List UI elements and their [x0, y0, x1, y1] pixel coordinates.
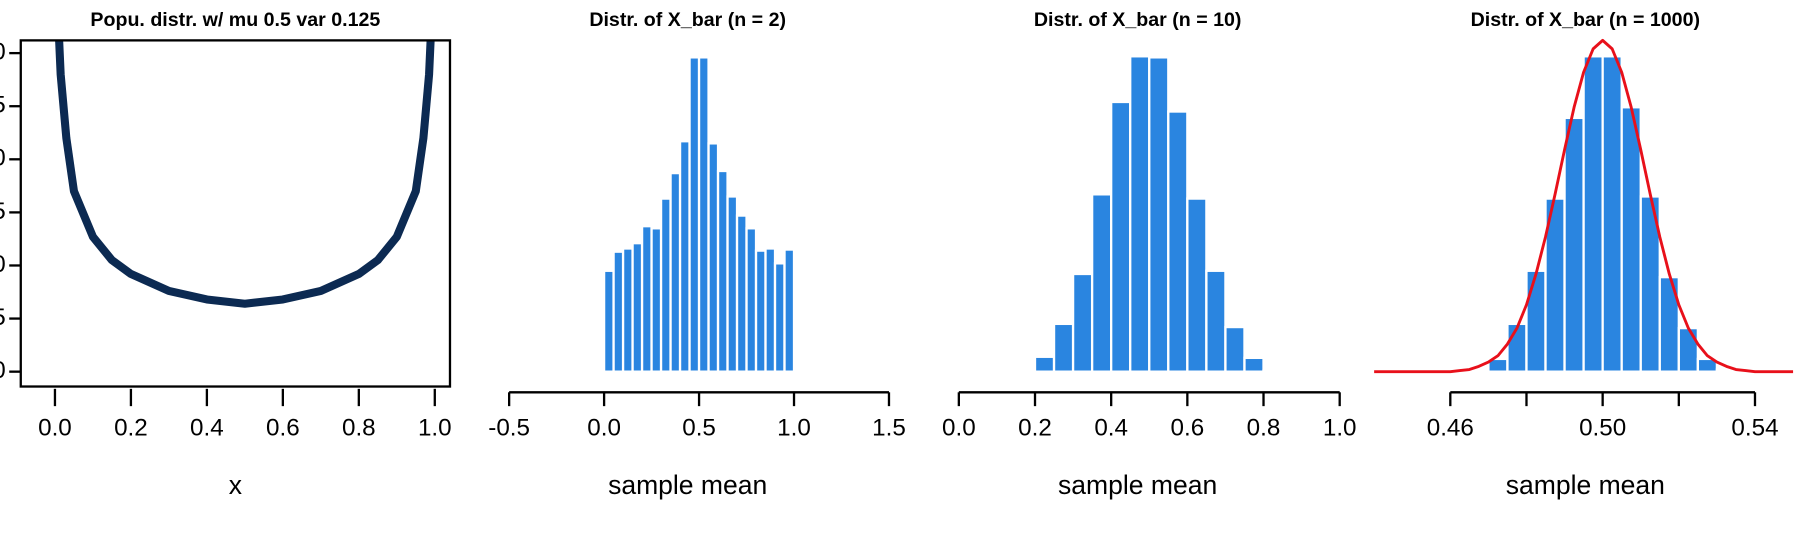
- line: [1374, 38, 1794, 374]
- bar: [1243, 356, 1265, 373]
- x-axis-label: sample mean: [1058, 470, 1217, 500]
- x-tick-label: 0.54: [1731, 415, 1778, 442]
- bar: [754, 249, 767, 373]
- bar: [1563, 116, 1585, 373]
- y-tick-label: 0.5: [0, 304, 6, 331]
- x-tick-label: 0.4: [190, 415, 224, 442]
- panel-title: Distr. of X_bar (n = 2): [589, 9, 786, 31]
- bar: [1052, 322, 1075, 373]
- bar: [745, 227, 758, 373]
- y-tick-label: 2.5: [0, 92, 6, 119]
- x-tick-label: 0.0: [942, 415, 976, 442]
- bar: [1129, 55, 1151, 373]
- bar: [1696, 357, 1719, 373]
- bar: [669, 171, 682, 373]
- x-tick-label: 0.0: [38, 415, 72, 442]
- bar: [1677, 326, 1700, 373]
- panels: Popu. distr. w/ mu 0.5 var 0.125 x 0.0 0.2 0…: [0, 9, 1794, 500]
- bar: [678, 140, 691, 373]
- bar: [1601, 55, 1623, 373]
- x-tick-label: 0.8: [1247, 415, 1281, 442]
- x-tick-label: 0.6: [1171, 415, 1205, 442]
- y-tick-label: 0.0: [0, 357, 6, 384]
- bar: [1071, 272, 1094, 373]
- bar: [773, 262, 786, 373]
- bar: [1090, 193, 1113, 373]
- y-tick-label: 1.0: [0, 251, 6, 278]
- plot-frame: [19, 39, 452, 388]
- bar: [1506, 322, 1528, 373]
- x-tick-label: 1.5: [872, 415, 906, 442]
- bar: [1033, 355, 1056, 373]
- y-tick-label: 2.0: [0, 145, 6, 172]
- x-tick-label: 1.0: [777, 415, 811, 442]
- bar: [764, 247, 777, 373]
- bar: [1262, 369, 1284, 373]
- bar: [1110, 100, 1132, 373]
- bar: [1620, 106, 1642, 373]
- x-tick-label: -0.5: [488, 415, 530, 442]
- x-axis-label: x: [229, 470, 242, 500]
- bar: [1186, 197, 1208, 373]
- bar: [650, 227, 663, 373]
- panel-title: Popu. distr. w/ mu 0.5 var 0.125: [90, 9, 380, 31]
- bar: [1582, 55, 1604, 373]
- y-tick-label: 1.5: [0, 198, 6, 225]
- bar: [1014, 369, 1037, 373]
- x-tick-label: 0.8: [342, 415, 376, 442]
- x-tick-label: 0.2: [114, 415, 148, 442]
- bar: [783, 248, 796, 373]
- bar: [1525, 269, 1547, 373]
- bar: [631, 242, 644, 373]
- bar: [1224, 325, 1246, 373]
- bar: [640, 225, 653, 373]
- x-tick-label: 0.2: [1018, 415, 1052, 442]
- bar: [697, 56, 710, 373]
- line: [55, 40, 435, 308]
- bar: [726, 195, 739, 373]
- bar: [1148, 56, 1170, 373]
- bar: [707, 142, 720, 373]
- bar: [1205, 269, 1227, 373]
- bar: [602, 269, 615, 373]
- x-tick-label: 0.4: [1094, 415, 1128, 442]
- x-axis-label: sample mean: [1506, 470, 1665, 500]
- bar: [659, 197, 672, 373]
- panel-title: Distr. of X_bar (n = 1000): [1471, 9, 1700, 31]
- bar: [621, 247, 634, 373]
- x-tick-label: 0.46: [1427, 415, 1474, 442]
- bar: [612, 250, 625, 373]
- bar: [735, 214, 748, 373]
- x-tick-label: 0.6: [266, 415, 300, 442]
- x-tick-label: 0.50: [1579, 415, 1626, 442]
- x-tick-label: 1.0: [1323, 415, 1357, 442]
- y-tick-label: 3.0: [0, 39, 6, 66]
- x-tick-label: 0.0: [587, 415, 621, 442]
- bar: [1167, 110, 1189, 373]
- x-axis-label: sample mean: [608, 470, 767, 500]
- panel-title: Distr. of X_bar (n = 10): [1034, 9, 1242, 31]
- x-tick-label: 1.0: [418, 415, 452, 442]
- x-tick-label: 0.5: [682, 415, 716, 442]
- bar: [716, 169, 729, 373]
- bar: [688, 56, 701, 373]
